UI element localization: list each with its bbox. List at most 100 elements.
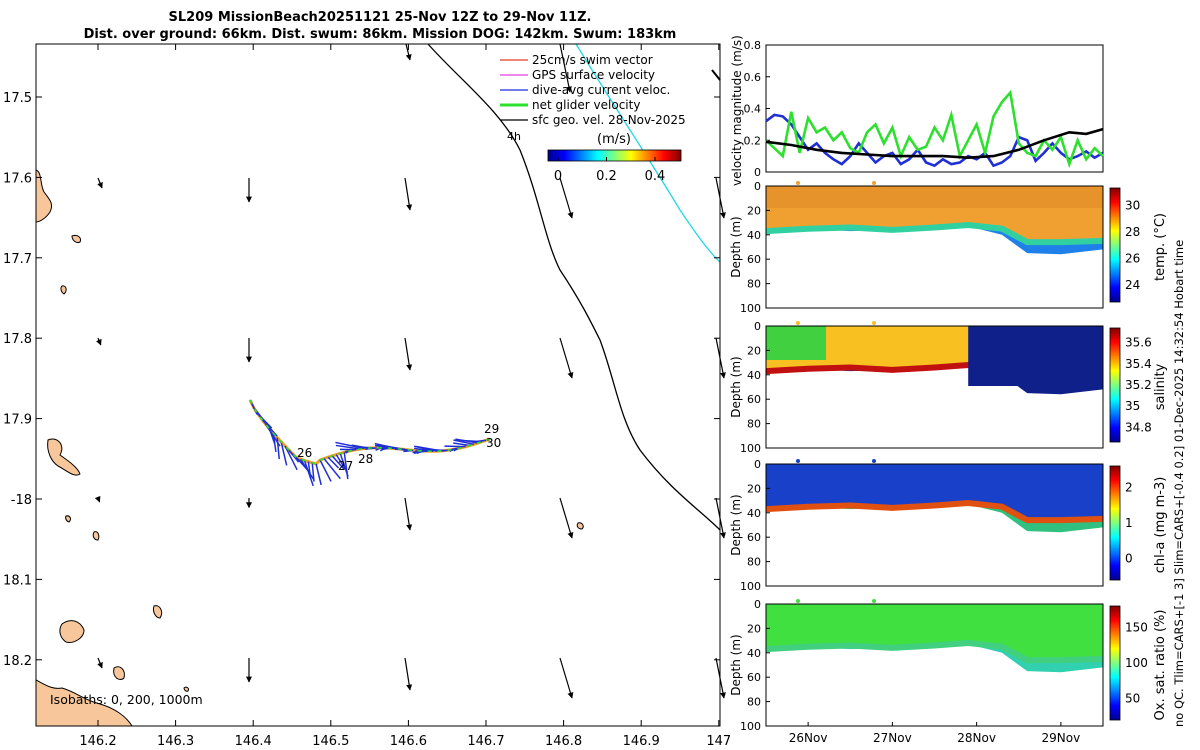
velocity-series-1: [765, 89, 1104, 169]
geo-vector: [559, 177, 574, 219]
salinity-panel: 0 20 40 60 80 100 Depth (m) 34.8 35 35.2 35.4 35.6s…: [729, 320, 1168, 455]
depth-tick-label: 20: [747, 344, 761, 357]
velocity-ticks: 0 0.2 0.4 0.6 0.8: [744, 39, 770, 179]
reef: [65, 515, 71, 523]
velocity-ytick-label: 0.6: [744, 71, 762, 84]
day-label: 29: [484, 422, 499, 436]
velocity-ytick-label: 0.8: [744, 39, 762, 52]
salinity-patch: [766, 326, 826, 360]
geo-vector: [94, 495, 101, 503]
current-vector: [311, 462, 315, 482]
depth-tick-label: 40: [747, 369, 761, 382]
reef: [576, 522, 584, 530]
map-ticks: 146.2 146.3 146.4 146.5 146.6 146.7 146.8 146.9…: [3, 44, 731, 749]
current-vector: [394, 448, 410, 451]
depth-tick-label: 0: [754, 458, 761, 471]
depth-tick-label: 80: [747, 556, 761, 569]
current-vector: [272, 433, 277, 453]
mainland: [35, 679, 133, 727]
current-vector: [331, 455, 345, 470]
colorbar-ticks: 0 0.2 0.4: [554, 157, 665, 184]
current-vector: [284, 445, 298, 471]
depth-tick-label: 80: [747, 696, 761, 709]
island: [59, 620, 85, 643]
depth-tick-label: 20: [747, 482, 761, 495]
salinity-marker: [872, 321, 876, 325]
temp-thermocline: [765, 221, 1104, 246]
temp-cbar-tick: 26: [1125, 251, 1140, 265]
lat-tick-label: 17.5: [3, 91, 32, 106]
current-vector: [288, 449, 300, 463]
temp-panel: 0 20 40 60 80 100 Depth (m) 24 26 28 30 temp. (°C): [729, 180, 1168, 315]
current-vector: [472, 439, 487, 443]
lon-tick-label: 146.2: [79, 734, 116, 749]
velocity-ytick-label: 0.4: [744, 103, 762, 116]
depth-tick-label: 60: [747, 253, 761, 266]
salinity-cbar-tick: 35.6: [1125, 336, 1152, 350]
lon-tick-label: 146.9: [623, 734, 660, 749]
geo-vector: [97, 177, 103, 189]
oxygen-marker: [796, 599, 800, 603]
geo-vector: [711, 69, 721, 81]
depth-tick-label: 40: [747, 507, 761, 520]
salinity-cbar-tick: 35: [1125, 399, 1140, 413]
colorbar-tick-label: 0.2: [596, 169, 617, 184]
temp-colorbar: [1109, 187, 1121, 303]
lat-tick-label: 18.1: [3, 573, 32, 588]
chla-cbar-tick: 1: [1125, 516, 1133, 530]
day-label: 26: [297, 446, 312, 460]
net-velocity-line: [249, 399, 491, 465]
salinity-colorbar: [1109, 327, 1121, 443]
temp-cbar-tick: 28: [1125, 225, 1140, 239]
chla-cbar-tick: 2: [1125, 481, 1133, 495]
geo-vector: [404, 657, 413, 691]
temp-warm-top: [766, 186, 1103, 208]
island: [60, 285, 67, 295]
velocity-ylabel: velocity magnitude (m/s): [730, 35, 744, 186]
depth-tick-label: 60: [747, 531, 761, 544]
chla-marker: [796, 459, 800, 463]
legend-label: 25cm/s swim vector: [532, 53, 653, 67]
lon-tick-label: 146.6: [390, 734, 427, 749]
side-note: no QC. Tlim=CARS+[-1 3] Slim=CARS+[-0.4 …: [1172, 239, 1186, 727]
temp-ylabel: Depth (m): [729, 216, 743, 277]
legend-label: dive-avg current veloc.: [532, 83, 670, 97]
temp-marker: [796, 181, 800, 185]
oxygen-ylabel: Depth (m): [729, 634, 743, 695]
current-vector: [280, 441, 288, 466]
isobath-200m: [427, 43, 721, 531]
depth-tick-label: 20: [747, 622, 761, 635]
legend-label: sfc geo. vel. 28-Nov-2025: [532, 113, 686, 127]
day-label: 30: [486, 436, 501, 450]
colorbar-title: (m/s): [597, 132, 631, 147]
speed-colorbar: [547, 149, 682, 162]
oxygen-cbar-tick: 150: [1125, 621, 1148, 635]
depth-tick-label: 100: [740, 302, 761, 315]
lat-tick-label: 18.2: [3, 654, 32, 669]
reef: [92, 531, 100, 541]
depth-tick-label: 60: [747, 393, 761, 406]
lat-tick-label: 17.9: [3, 413, 32, 428]
geo-vector: [404, 177, 413, 211]
depth-tick-label: 0: [754, 320, 761, 333]
island: [71, 235, 81, 243]
time-tick-label: 28Nov: [957, 731, 996, 745]
current-vector: [444, 445, 466, 448]
salinity-marker: [796, 321, 800, 325]
time-tick-label: 27Nov: [873, 731, 912, 745]
current-vector: [307, 461, 312, 478]
velocity-ytick-label: 0.2: [744, 134, 762, 147]
current-vector: [327, 456, 340, 469]
island: [35, 169, 53, 223]
oxygen-colorbar: [1109, 605, 1121, 721]
geo-vector: [96, 337, 102, 346]
chla-surface-layer: [766, 464, 1103, 518]
plot-title-line1: SL209 MissionBeach20251121 25-Nov 12Z to…: [168, 10, 592, 25]
geo-vector: [559, 657, 574, 699]
lat-tick-label: 17.7: [3, 252, 32, 267]
island: [113, 666, 125, 681]
oxygen-cbar-tick: 100: [1125, 656, 1148, 670]
